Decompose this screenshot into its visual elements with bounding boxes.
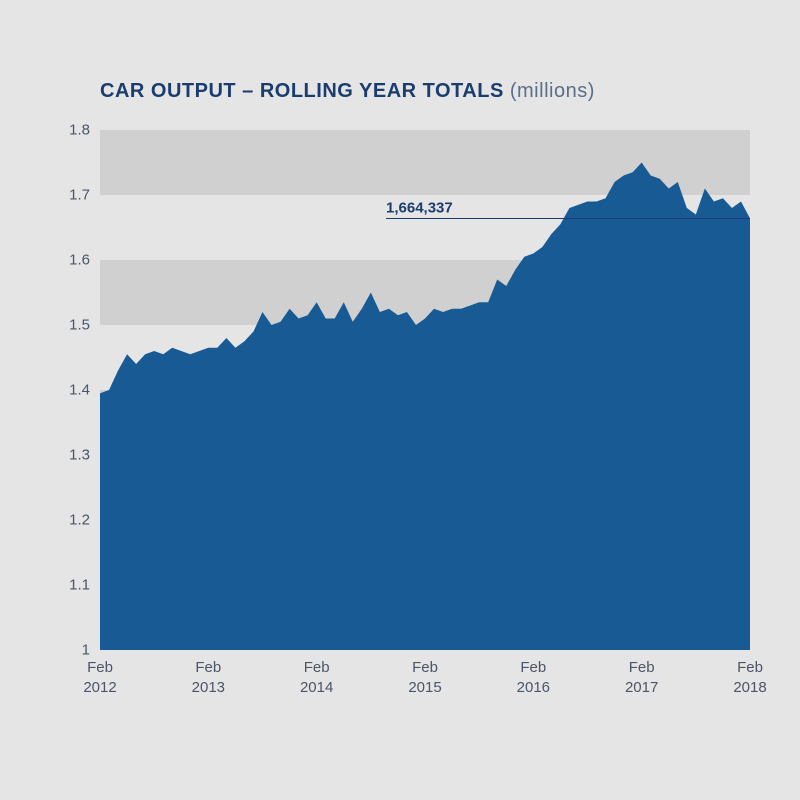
callout-label: 1,664,337: [386, 200, 453, 217]
y-axis-label: 1.6: [69, 252, 90, 269]
x-axis-label: Feb2017: [625, 658, 658, 697]
area-fill: [100, 163, 750, 651]
x-axis-label: Feb2015: [408, 658, 441, 697]
title-bold: CAR OUTPUT – ROLLING YEAR TOTALS: [100, 80, 504, 102]
y-axis-label: 1.2: [69, 512, 90, 529]
x-axis-label: Feb2012: [83, 658, 116, 697]
y-axis-label: 1.1: [69, 577, 90, 594]
y-axis-label: 1.5: [69, 317, 90, 334]
chart-container: CAR OUTPUT – ROLLING YEAR TOTALS (millio…: [40, 80, 760, 720]
y-axis-label: 1: [82, 642, 90, 659]
title-light: (millions): [510, 80, 595, 102]
chart-title: CAR OUTPUT – ROLLING YEAR TOTALS (millio…: [100, 80, 595, 103]
callout-line: [386, 218, 750, 219]
y-axis-label: 1.3: [69, 447, 90, 464]
y-axis-label: 1.7: [69, 187, 90, 204]
y-axis-label: 1.8: [69, 122, 90, 139]
x-axis-label: Feb2018: [733, 658, 766, 697]
x-axis-label: Feb2016: [517, 658, 550, 697]
x-axis-label: Feb2014: [300, 658, 333, 697]
x-axis-label: Feb2013: [192, 658, 225, 697]
plot-area: 11.11.21.31.41.51.61.71.8Feb2012Feb2013F…: [100, 130, 750, 650]
y-axis-label: 1.4: [69, 382, 90, 399]
